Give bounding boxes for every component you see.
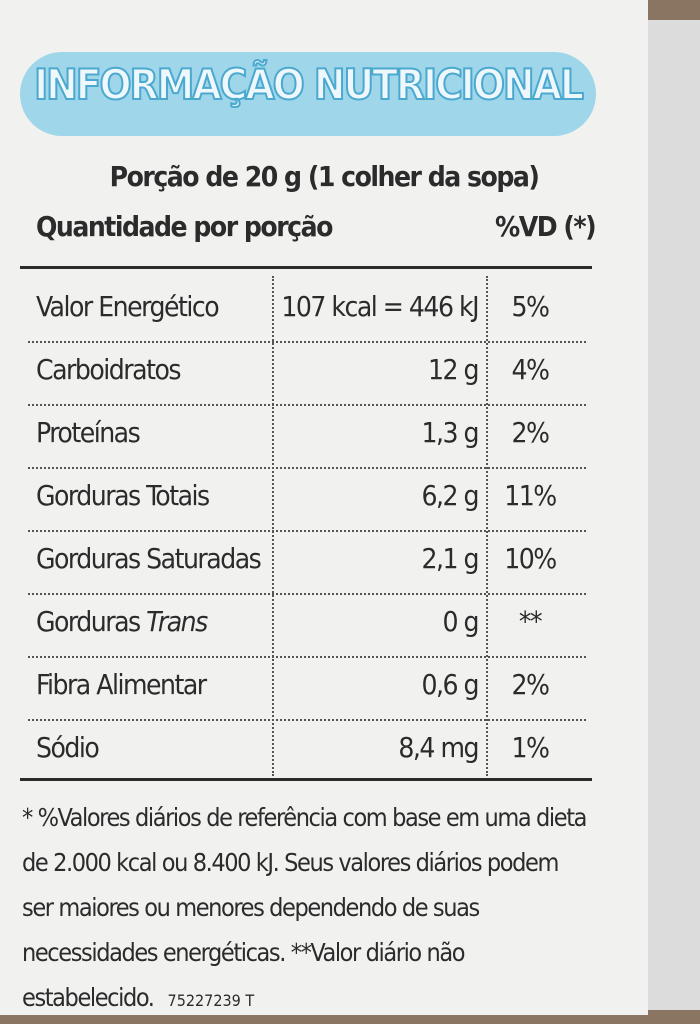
title: INFORMAÇÃO NUTRICIONAL (33, 59, 585, 110)
column-header: %VD (*) (495, 210, 597, 243)
amount: 1,3 g (421, 416, 479, 449)
row-divider (28, 341, 586, 343)
amount: 8,4 mg (398, 731, 479, 764)
nutrient-name: Valor Energético (36, 290, 220, 323)
column-header: Quantidade por porção (36, 210, 333, 243)
daily-value: 2% (511, 668, 550, 701)
row-divider (28, 404, 586, 406)
row-divider (28, 656, 586, 658)
daily-value: 4% (511, 353, 550, 386)
divider (486, 276, 488, 776)
rule (20, 266, 592, 269)
amount: 107 kcal = 446 kJ (281, 290, 479, 323)
row-divider (28, 467, 586, 469)
row-divider (28, 530, 586, 532)
row-divider (28, 593, 586, 595)
nutrient-name: Proteínas (36, 416, 141, 449)
nutrient-name-italic: Trans (146, 605, 208, 638)
nutrient-name: Fibra Alimentar (36, 668, 207, 701)
daily-value: 10% (504, 542, 557, 575)
row-divider (28, 719, 586, 721)
nutrient-name: Gorduras Totais (36, 479, 210, 512)
daily-value: 2% (511, 416, 550, 449)
divider (272, 276, 274, 776)
daily-value: ** (518, 605, 543, 638)
amount: 12 g (427, 353, 480, 386)
amount: 2,1 g (421, 542, 479, 575)
rule (20, 778, 592, 781)
nutrient-name: Gorduras Trans (36, 605, 208, 638)
label: INFORMAÇÃO NUTRICIONAL Porção de 20 g (1… (0, 0, 648, 1015)
amount: 0,6 g (421, 668, 479, 701)
amount: 0 g (442, 605, 479, 638)
title-banner (20, 52, 596, 136)
code: 75227239 T (167, 991, 255, 1010)
nutrient-name-part: Gorduras (36, 605, 141, 638)
footnote-text: * %Valores diários de referência com bas… (22, 803, 587, 1012)
daily-value: 5% (511, 290, 550, 323)
nutrient-name: Sódio (36, 731, 100, 764)
nutrient-name: Carboidratos (36, 353, 181, 386)
amount: 6,2 g (421, 479, 479, 512)
daily-value: 1% (511, 731, 550, 764)
serving: Porção de 20 g (1 colher da sopa) (109, 160, 540, 193)
footnote: * %Valores diários de referência com bas… (22, 795, 587, 1023)
nutrient-name: Gorduras Saturadas (36, 542, 262, 575)
daily-value: 11% (504, 479, 557, 512)
